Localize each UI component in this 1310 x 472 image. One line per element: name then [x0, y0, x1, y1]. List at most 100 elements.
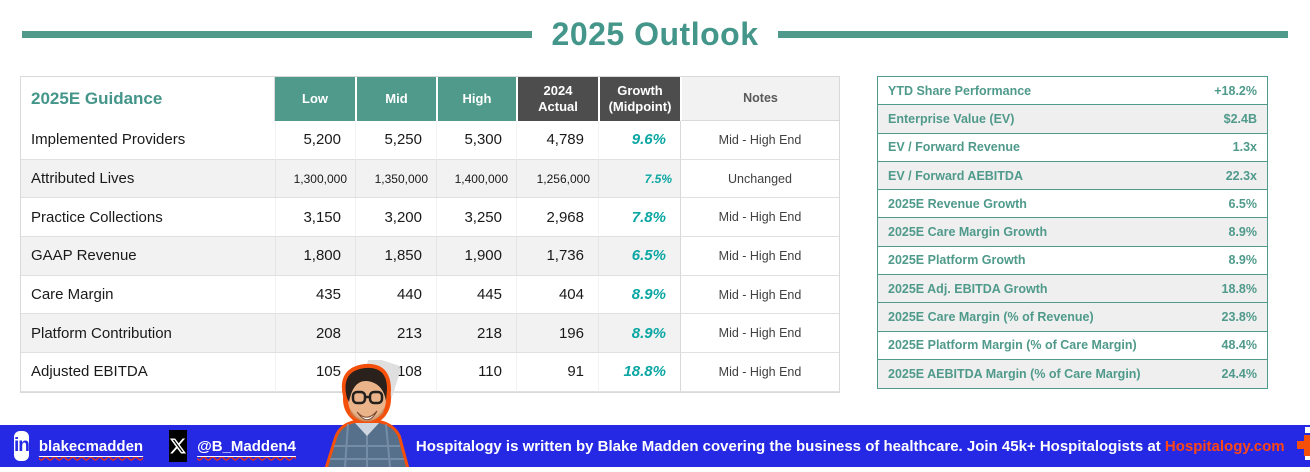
row-low: 208	[275, 314, 355, 354]
row-notes: Mid - High End	[680, 275, 839, 315]
row-actual: 196	[516, 314, 598, 354]
page-title: 2025 Outlook	[551, 15, 759, 52]
metric-row: EV / Forward AEBITDA 22.3x	[878, 161, 1267, 191]
row-label: Care Margin	[21, 276, 275, 315]
table-row: Adjusted EBITDA 105 108 110 91 18.8% Mid…	[21, 353, 839, 392]
valuation-metrics-panel: YTD Share Performance +18.2% Enterprise …	[877, 76, 1268, 390]
metric-label: 2025E AEBITDA Margin (% of Care Margin)	[888, 367, 1141, 382]
row-actual: 2,968	[516, 198, 598, 238]
guidance-table: 2025E Guidance Low Mid High 2024 Actual …	[20, 76, 840, 393]
row-growth: 18.8%	[598, 353, 680, 392]
metric-row: Enterprise Value (EV) $2.4B	[878, 105, 1267, 134]
metric-value: 18.8%	[1221, 281, 1257, 296]
metric-label: 2025E Platform Growth	[888, 253, 1026, 268]
row-low: 435	[275, 275, 355, 315]
author-avatar	[312, 357, 418, 470]
metric-value: $2.4B	[1223, 111, 1257, 126]
title-rule-right	[778, 30, 1289, 38]
metric-value: 48.4%	[1221, 338, 1257, 353]
row-growth: 6.5%	[598, 237, 680, 276]
row-notes: Mid - High End	[680, 314, 839, 354]
metric-row: YTD Share Performance +18.2%	[878, 77, 1267, 106]
footer-message: Hospitalogy is written by Blake Madden c…	[416, 438, 1285, 455]
linkedin-handle-link[interactable]: blakecmadden	[39, 438, 143, 455]
guidance-header-growth: Growth (Midpoint)	[598, 77, 680, 121]
header-growth-line1: Growth	[617, 82, 663, 98]
row-mid: 3,200	[355, 198, 436, 238]
row-actual: 404	[516, 275, 598, 315]
linkedin-handle-text: blakecmadden	[38, 437, 144, 455]
metric-value: 6.5%	[1228, 196, 1258, 211]
guidance-header-notes: Notes	[680, 77, 839, 121]
metric-label: 2025E Platform Margin (% of Care Margin)	[888, 338, 1137, 353]
row-label: GAAP Revenue	[21, 237, 275, 276]
hospitalogy-logo-icon	[1295, 426, 1310, 466]
metric-label: EV / Forward Revenue	[888, 140, 1020, 155]
author-avatar-illustration	[325, 357, 409, 470]
metric-label: 2025E Care Margin (% of Revenue)	[888, 310, 1094, 325]
metric-value: 22.3x	[1225, 168, 1257, 183]
footer-message-text: Hospitalogy is written by Blake Madden c…	[415, 437, 1165, 455]
row-growth: 7.8%	[598, 198, 680, 238]
row-label: Adjusted EBITDA	[21, 353, 275, 392]
row-mid: 1,350,000	[355, 159, 436, 199]
row-low: 105	[275, 353, 355, 392]
row-notes: Mid - High End	[680, 237, 839, 276]
table-row: Attributed Lives 1,300,000 1,350,000 1,4…	[21, 159, 839, 199]
row-high: 3,250	[436, 198, 516, 238]
guidance-header-high: High	[436, 77, 516, 121]
table-row: Implemented Providers 5,200 5,250 5,300 …	[21, 121, 839, 160]
row-label: Platform Contribution	[21, 314, 275, 354]
x-glyph	[170, 438, 187, 454]
guidance-header-2024-actual: 2024 Actual	[516, 77, 598, 121]
metric-row: 2025E Adj. EBITDA Growth 18.8%	[878, 275, 1267, 304]
metric-label: EV / Forward AEBITDA	[888, 168, 1023, 183]
table-row: Practice Collections 3,150 3,200 3,250 2…	[21, 198, 839, 238]
metric-label: 2025E Adj. EBITDA Growth	[888, 281, 1048, 296]
metric-label: 2025E Care Margin Growth	[888, 225, 1048, 240]
metric-row: 2025E Care Margin Growth 8.9%	[878, 218, 1267, 247]
row-high: 110	[436, 353, 516, 392]
table-row: Care Margin 435 440 445 404 8.9% Mid - H…	[21, 275, 839, 315]
row-mid: 213	[355, 314, 436, 354]
row-label: Implemented Providers	[21, 121, 275, 160]
row-label: Practice Collections	[21, 198, 275, 238]
x-handle-link[interactable]: @B_Madden4	[197, 438, 296, 455]
x-handle-text: @B_Madden4	[197, 437, 296, 455]
hospitalogy-logo-glyph	[1296, 426, 1310, 460]
row-mid: 1,850	[355, 237, 436, 276]
row-growth: 7.5%	[598, 159, 680, 199]
header-growth-line2: (Midpoint)	[608, 99, 672, 114]
metric-row: 2025E Care Margin (% of Revenue) 23.8%	[878, 303, 1267, 332]
hospitalogy-link[interactable]: Hospitalogy.com	[1164, 437, 1285, 455]
metric-label: Enterprise Value (EV)	[888, 111, 1015, 126]
row-notes: Unchanged	[680, 159, 839, 199]
row-high: 445	[436, 275, 516, 315]
metric-value: 8.9%	[1228, 253, 1258, 268]
metric-row: EV / Forward Revenue 1.3x	[878, 134, 1267, 162]
row-actual: 1,736	[516, 237, 598, 276]
row-mid: 5,250	[355, 121, 436, 160]
metric-value: 23.8%	[1221, 310, 1257, 325]
title-rule-left	[22, 30, 532, 38]
x-logo-icon[interactable]	[169, 430, 188, 462]
guidance-header-row: 2025E Guidance Low Mid High 2024 Actual …	[21, 77, 839, 121]
linkedin-icon[interactable]: in	[14, 431, 30, 461]
row-high: 1,900	[436, 237, 516, 276]
metric-row: 2025E Platform Margin (% of Care Margin)…	[878, 332, 1267, 360]
row-low: 3,150	[275, 198, 355, 238]
guidance-header-low: Low	[275, 77, 355, 121]
row-high: 218	[436, 314, 516, 354]
row-actual: 1,256,000	[516, 159, 598, 199]
guidance-header-label: 2025E Guidance	[21, 77, 275, 121]
row-label: Attributed Lives	[21, 160, 275, 199]
metric-value: 24.4%	[1221, 367, 1257, 382]
row-low: 1,300,000	[275, 159, 355, 199]
metric-value: 8.9%	[1228, 225, 1258, 240]
title-bar: 2025 Outlook	[0, 10, 1310, 58]
row-high: 1,400,000	[436, 159, 516, 199]
guidance-header-mid: Mid	[355, 77, 436, 121]
row-actual: 4,789	[516, 121, 598, 160]
header-actual-line2: Actual	[538, 99, 578, 114]
metric-value: +18.2%	[1214, 83, 1257, 98]
